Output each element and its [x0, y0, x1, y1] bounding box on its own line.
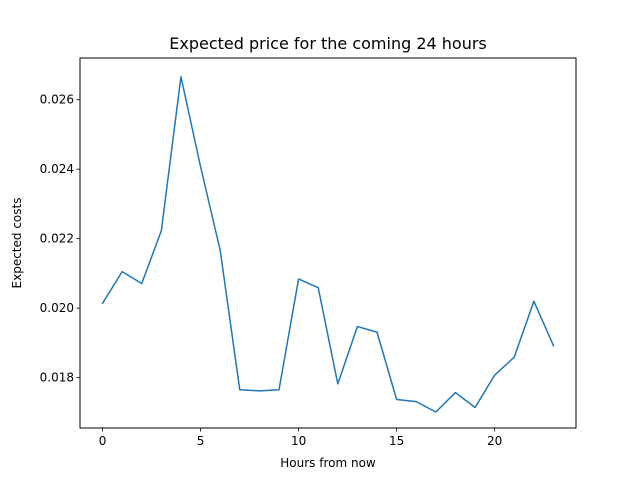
x-tick-label: 20: [487, 434, 502, 448]
y-tick-label: 0.024: [40, 162, 74, 176]
y-tick-label: 0.022: [40, 232, 74, 246]
series-line-0: [101, 76, 555, 413]
x-tick-label: 15: [389, 434, 404, 448]
plot-area: [101, 76, 555, 413]
y-axis-ticks: 0.018 0.020 0.022 0.024 0.026: [40, 93, 80, 385]
y-tick-label: 0.026: [40, 93, 74, 107]
x-tick-label: 5: [197, 434, 205, 448]
x-tick-label: 10: [291, 434, 306, 448]
chart-title: Expected price for the coming 24 hours: [169, 34, 487, 53]
y-tick-label: 0.020: [40, 301, 74, 315]
axes-frame: [79, 57, 577, 429]
x-axis-ticks: 0 5 10 15 20: [99, 428, 502, 448]
x-tick-label: 0: [99, 434, 107, 448]
y-axis-label: Expected costs: [10, 198, 24, 289]
x-axis-label: Hours from now: [280, 456, 376, 470]
y-tick-label: 0.018: [40, 371, 74, 385]
